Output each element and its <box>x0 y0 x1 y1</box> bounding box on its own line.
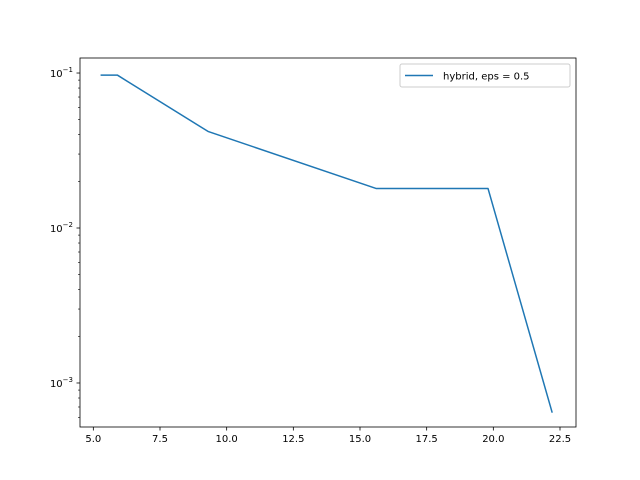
x-axis: 5.0 7.5 10.0 12.5 15.0 17.5 20.0 22.5 <box>85 427 571 445</box>
legend-label: hybrid, eps = 0.5 <box>443 72 530 83</box>
x-tick-label: 10.0 <box>216 434 238 445</box>
legend: hybrid, eps = 0.5 <box>399 63 571 88</box>
series-layer <box>100 74 553 413</box>
x-tick-label: 22.5 <box>549 434 571 445</box>
x-tick-label: 15.0 <box>349 434 371 445</box>
y-tick-label: 10−1 <box>50 66 73 80</box>
x-tick-label: 12.5 <box>282 434 304 445</box>
series-line <box>100 74 553 413</box>
legend-box <box>399 63 571 88</box>
y-tick-label: 10−2 <box>50 221 73 235</box>
x-tick-label: 7.5 <box>152 434 168 445</box>
x-tick-label: 20.0 <box>482 434 504 445</box>
y-axis: 10−1 10−2 10−3 <box>50 66 80 418</box>
axes-frame <box>79 57 577 428</box>
y-tick-label: 10−3 <box>50 376 73 390</box>
x-tick-label: 5.0 <box>85 434 101 445</box>
x-tick-label: 17.5 <box>416 434 438 445</box>
